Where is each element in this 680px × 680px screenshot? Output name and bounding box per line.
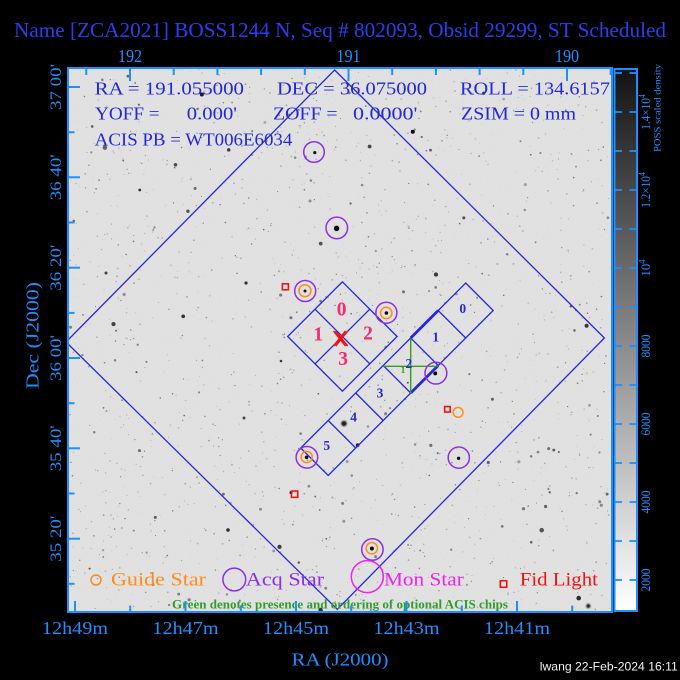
svg-text:Guide Star: Guide Star (111, 571, 206, 591)
svg-text:12h41m: 12h41m (484, 618, 551, 638)
svg-text:Acq Star: Acq Star (246, 571, 324, 591)
svg-text:12h43m: 12h43m (373, 618, 440, 638)
svg-text:ZOFF =: ZOFF = (273, 104, 338, 124)
svg-text:ACIS PB = WT006E6034: ACIS PB = WT006E6034 (95, 129, 293, 149)
svg-text:1.4×104: 1.4×104 (637, 94, 653, 130)
svg-text:12h47m: 12h47m (152, 618, 219, 638)
svg-text:8000: 8000 (638, 335, 653, 358)
svg-text:POSS scaled density: POSS scaled density (654, 64, 664, 152)
svg-text:DEC = 36.075000: DEC = 36.075000 (277, 79, 427, 99)
svg-text:36 00': 36 00' (48, 335, 65, 381)
svg-text:192: 192 (118, 46, 142, 66)
svg-text:4: 4 (350, 410, 357, 425)
svg-text:36 20': 36 20' (48, 244, 65, 290)
svg-text:4000: 4000 (638, 491, 653, 514)
svg-text:0: 0 (337, 300, 347, 321)
svg-text:0: 0 (459, 301, 466, 316)
svg-text:Green denotes presence and ord: Green denotes presence and ordering of o… (172, 597, 508, 612)
svg-text:1.2×104: 1.2×104 (637, 172, 653, 208)
svg-text:35 40': 35 40' (48, 425, 65, 471)
svg-text:ROLL = 134.6157: ROLL = 134.6157 (460, 79, 610, 99)
svg-text:ZSIM = 0 mm: ZSIM = 0 mm (461, 104, 576, 124)
svg-text:2000: 2000 (638, 569, 653, 592)
svg-text:1: 1 (313, 324, 323, 345)
svg-text:Name [ZCA2021] BOSS1244 N, Seq: Name [ZCA2021] BOSS1244 N, Seq # 802093,… (14, 18, 666, 42)
svg-text:1: 1 (401, 366, 406, 376)
svg-text:lwang 22-Feb-2024 16:11: lwang 22-Feb-2024 16:11 (540, 660, 678, 674)
svg-text:35 20': 35 20' (48, 515, 65, 561)
svg-text:Mon Star: Mon Star (384, 571, 464, 591)
svg-text:190: 190 (555, 46, 580, 66)
svg-text:6000: 6000 (638, 413, 653, 436)
svg-text:5: 5 (323, 438, 330, 453)
svg-text:0.0000': 0.0000' (353, 104, 418, 124)
svg-text:Dec (J2000): Dec (J2000) (23, 282, 43, 389)
svg-text:36 40': 36 40' (48, 154, 65, 200)
svg-text:2: 2 (363, 323, 373, 344)
svg-text:12h45m: 12h45m (263, 618, 330, 638)
svg-text:YOFF =: YOFF = (95, 104, 160, 124)
svg-text:Fid Light: Fid Light (520, 571, 599, 591)
svg-text:1: 1 (432, 330, 439, 345)
svg-text:37 00': 37 00' (48, 64, 65, 110)
svg-text:3: 3 (338, 349, 348, 370)
svg-text:191: 191 (336, 46, 360, 66)
svg-text:2: 2 (406, 356, 413, 371)
svg-text:12h49m: 12h49m (42, 618, 109, 638)
svg-text:RA (J2000): RA (J2000) (292, 650, 389, 670)
svg-text:0.000': 0.000' (187, 104, 237, 124)
svg-text:3: 3 (377, 385, 384, 400)
svg-text:RA = 191.055000: RA = 191.055000 (95, 79, 245, 99)
